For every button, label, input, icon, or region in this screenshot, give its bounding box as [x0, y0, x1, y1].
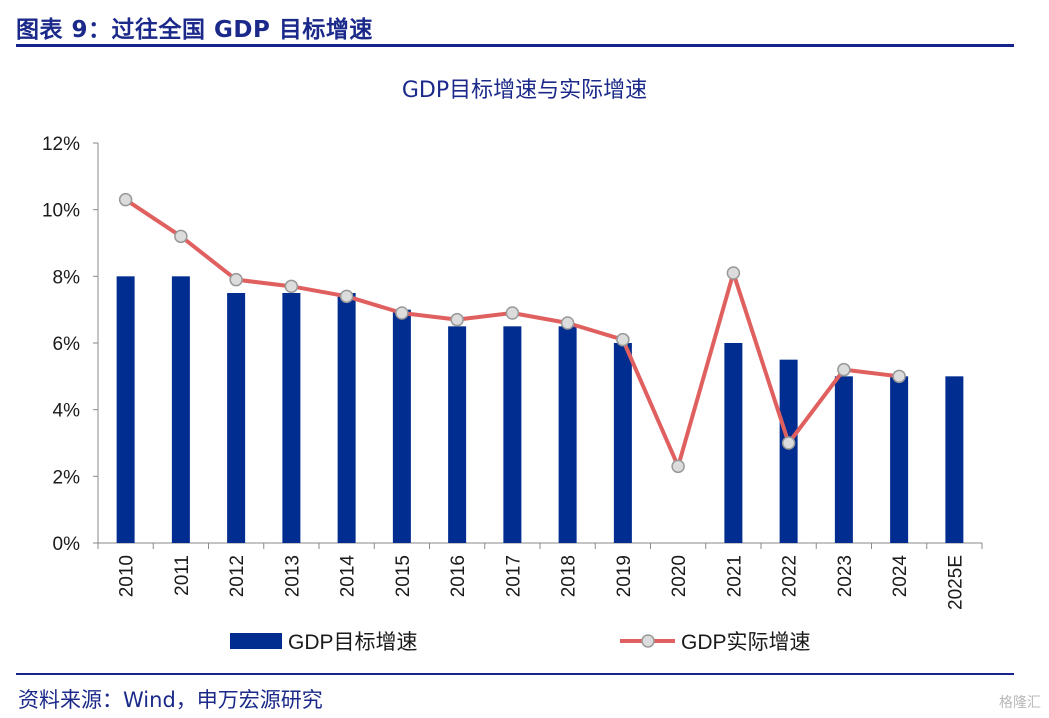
- y-tick-label: 8%: [53, 267, 81, 288]
- bar-target-2017: [503, 326, 522, 543]
- source-note: 资料来源：Wind，申万宏源研究: [18, 688, 323, 712]
- x-tick-label: 2023: [835, 555, 856, 597]
- bar-target-2018: [558, 326, 577, 543]
- y-tick-label: 6%: [53, 334, 81, 355]
- point-actual-2017: [505, 306, 520, 320]
- bar-target-2024: [890, 376, 909, 543]
- point-actual-2016: [450, 312, 464, 327]
- x-tick-label: 2013: [282, 555, 303, 597]
- point-actual-2022: [781, 436, 796, 450]
- bar-target-2015: [392, 309, 411, 543]
- y-tick-label: 0%: [53, 534, 81, 555]
- bar-target-2011: [171, 276, 190, 543]
- point-actual-2012: [229, 272, 243, 287]
- point-actual-2011: [174, 229, 188, 244]
- figure-title: 图表 9：过往全国 GDP 目标增速: [16, 17, 373, 43]
- x-tick-label: 2025E: [945, 555, 966, 610]
- x-tick-label: 2017: [503, 555, 524, 597]
- point-actual-2010: [118, 192, 133, 207]
- x-tick-label: 2010: [117, 555, 138, 597]
- x-tick-label: 2022: [780, 555, 801, 597]
- point-actual-2020: [671, 459, 685, 474]
- x-tick-label: 2012: [227, 555, 248, 597]
- point-actual-2019: [616, 332, 630, 347]
- x-tick-label: 2019: [614, 555, 635, 597]
- point-actual-2023: [837, 362, 851, 377]
- point-actual-2018: [560, 316, 575, 330]
- watermark: 格隆汇: [999, 695, 1041, 711]
- legend-label-target: GDP目标增速: [288, 631, 418, 654]
- bar-target-2022: [779, 359, 798, 543]
- chart-title: GDP目标增速与实际增速: [401, 78, 648, 103]
- bar-target-2014: [337, 293, 356, 543]
- x-tick-label: 2020: [669, 555, 690, 597]
- bar-target-2012: [227, 293, 246, 543]
- bar-target-2013: [282, 293, 301, 543]
- header-divider: [16, 44, 1014, 47]
- y-tick-label: 12%: [42, 134, 80, 155]
- bar-target-2019: [613, 343, 632, 543]
- point-actual-2013: [284, 279, 299, 294]
- point-actual-2024: [892, 369, 906, 384]
- bar-target-2025E: [945, 376, 964, 543]
- point-actual-2014: [339, 289, 354, 304]
- bar-target-2016: [448, 326, 467, 543]
- x-tick-label: 2014: [338, 555, 359, 598]
- x-tick-label: 2021: [724, 555, 745, 597]
- x-tick-label: 2016: [448, 555, 469, 597]
- bar-target-2021: [724, 343, 743, 543]
- footer-divider: [16, 673, 1014, 675]
- point-actual-2021: [726, 266, 741, 280]
- x-tick-label: 2018: [559, 555, 580, 597]
- bar-target-2023: [834, 376, 853, 543]
- bar-target-2010: [116, 276, 135, 543]
- legend-swatch-target: [230, 633, 282, 649]
- y-tick-label: 10%: [42, 201, 80, 222]
- legend-marker-actual: [641, 634, 655, 648]
- x-tick-label: 2015: [393, 555, 414, 597]
- legend-label-actual: GDP实际增速: [681, 631, 811, 654]
- point-actual-2015: [395, 306, 409, 320]
- y-tick-label: 4%: [53, 401, 81, 422]
- y-tick-label: 2%: [53, 467, 81, 488]
- x-tick-label: 2011: [172, 555, 193, 596]
- x-tick-label: 2024: [890, 555, 911, 598]
